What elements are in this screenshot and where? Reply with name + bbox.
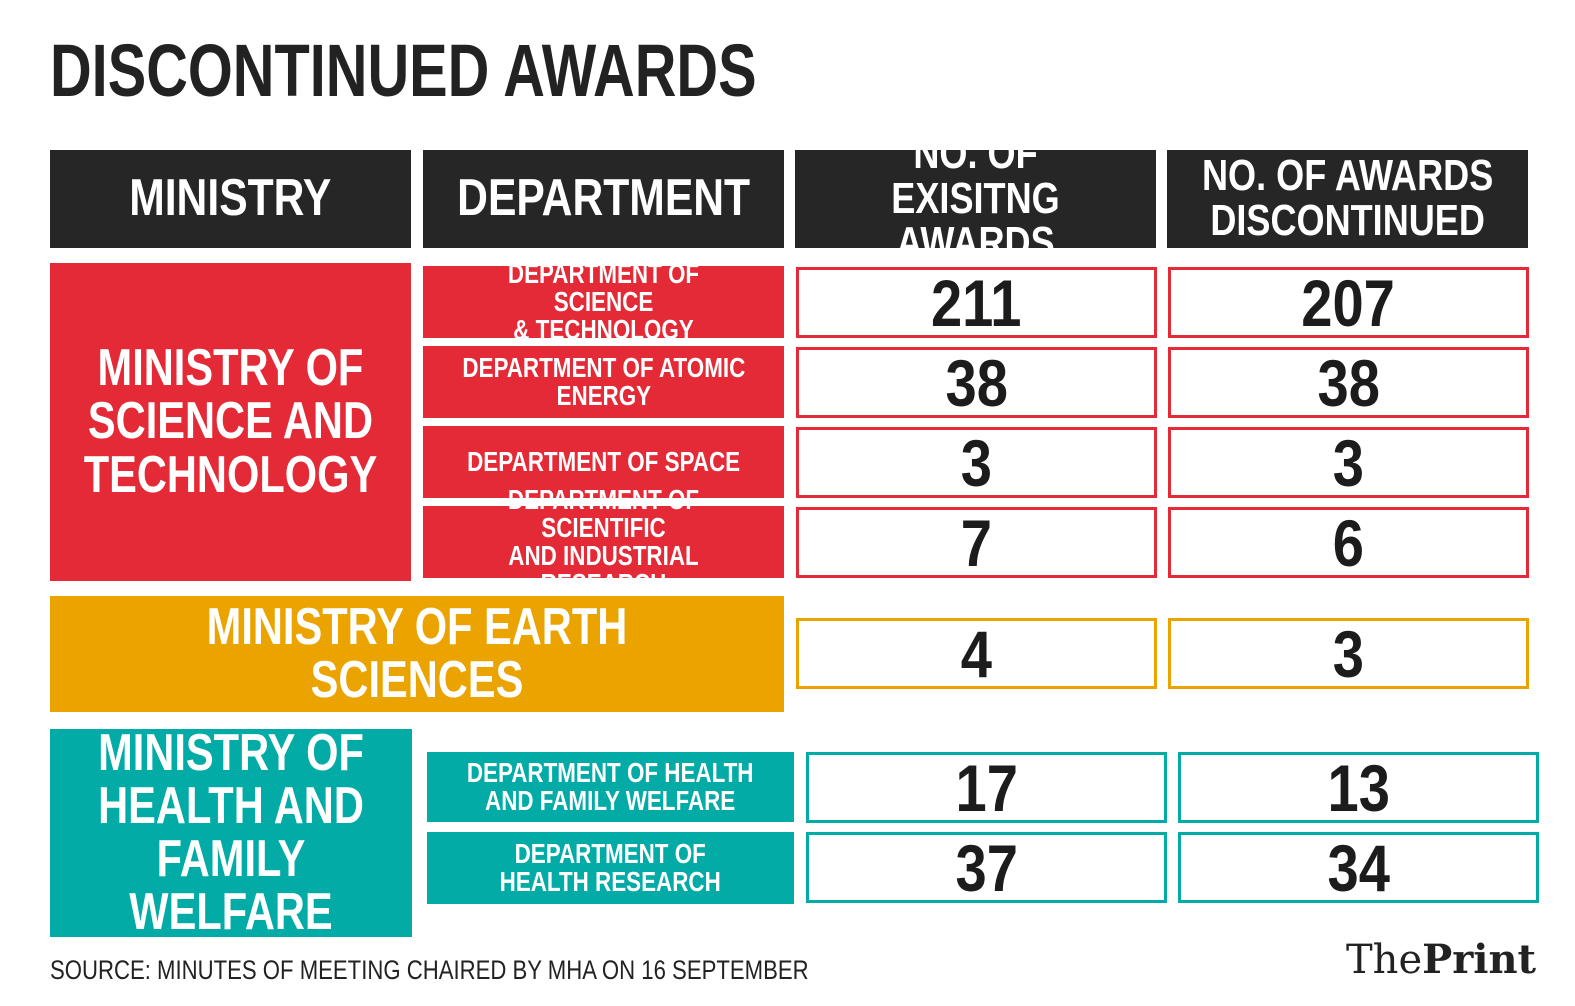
- header-existing-line1: NO. OF EXISITNG: [891, 128, 1060, 223]
- dept-label-line: & TECHNOLOGY: [513, 314, 694, 345]
- header-discontinued-line1: NO. OF AWARDS: [1201, 151, 1494, 201]
- logo-part1: The: [1346, 937, 1423, 983]
- ministry-science-line1: MINISTRY OF: [97, 339, 364, 398]
- value-text: 3: [1332, 425, 1365, 500]
- dept-label-line: DEPARTMENT OF SCIENTIFIC: [507, 484, 700, 543]
- header-existing-awards: NO. OF EXISITNG AWARDS: [795, 131, 1156, 265]
- dept-label-line: DEPARTMENT OF SPACE: [467, 446, 740, 477]
- dept-atomic-energy: DEPARTMENT OF ATOMIC ENERGY: [423, 346, 784, 418]
- value-existing-awards: 17: [806, 750, 1167, 825]
- value-discontinued-awards: 34: [1178, 830, 1539, 905]
- ministry-health-family-welfare: MINISTRY OF HEALTH AND FAMILY WELFARE: [50, 723, 412, 942]
- dept-health-family-welfare: DEPARTMENT OF HEALTH AND FAMILY WELFARE: [427, 752, 794, 822]
- ministry-health-line3: FAMILY WELFARE: [129, 830, 333, 942]
- ministry-science-line3: TECHNOLOGY: [83, 445, 378, 504]
- logo-part2: Print: [1422, 936, 1537, 983]
- header-discontinued-line2: DISCONTINUED: [1210, 196, 1485, 245]
- dept-health-research: DEPARTMENT OF HEALTH RESEARCH: [427, 832, 794, 904]
- value-discontinued-awards: 207: [1168, 265, 1529, 340]
- dept-label-line: DEPARTMENT OF SCIENCE: [507, 258, 700, 317]
- value-discontinued-awards: 38: [1168, 345, 1529, 420]
- value-discontinued-awards: 3: [1168, 425, 1529, 500]
- value-discontinued-awards: 6: [1168, 505, 1529, 580]
- source-note: SOURCE: MINUTES OF MEETING CHAIRED BY MH…: [50, 955, 809, 985]
- dept-label-line: DEPARTMENT OF ATOMIC: [462, 352, 745, 383]
- ministry-science-technology: MINISTRY OF SCIENCE AND TECHNOLOGY: [50, 263, 411, 581]
- dept-label-line: HEALTH RESEARCH: [499, 866, 722, 897]
- value-text: 6: [1332, 505, 1365, 580]
- value-text: 3: [960, 425, 993, 500]
- value-existing-awards: 211: [796, 265, 1157, 340]
- header-ministry-label: MINISTRY: [129, 169, 332, 228]
- value-discontinued-awards: 13: [1178, 750, 1539, 825]
- value-text: 38: [945, 345, 1008, 420]
- value-existing-awards: 38: [796, 345, 1157, 420]
- dept-label-line: AND FAMILY WELFARE: [485, 785, 736, 816]
- value-text: 211: [931, 265, 1022, 340]
- header-department: DEPARTMENT: [423, 150, 784, 248]
- ministry-health-line2: HEALTH AND: [98, 776, 364, 835]
- value-existing-awards: 4: [796, 616, 1157, 691]
- dept-space: DEPARTMENT OF SPACE: [423, 426, 784, 498]
- header-ministry: MINISTRY: [50, 150, 411, 248]
- header-discontinued-awards: NO. OF AWARDS DISCONTINUED: [1167, 150, 1528, 248]
- dept-label-line: DEPARTMENT OF: [514, 838, 707, 869]
- value-text: 7: [960, 505, 993, 580]
- value-discontinued-awards: 3: [1168, 616, 1529, 691]
- header-department-label: DEPARTMENT: [457, 169, 750, 228]
- dept-science-technology: DEPARTMENT OF SCIENCE & TECHNOLOGY: [423, 260, 784, 344]
- value-text: 4: [960, 616, 993, 691]
- value-text: 34: [1327, 830, 1390, 905]
- value-text: 38: [1317, 345, 1380, 420]
- value-existing-awards: 37: [806, 830, 1167, 905]
- chart-title: DISCONTINUED AWARDS: [50, 29, 757, 112]
- dept-scientific-industrial-research: DEPARTMENT OF SCIENTIFIC AND INDUSTRIAL …: [423, 486, 784, 598]
- theprint-logo: ThePrint: [1346, 936, 1536, 983]
- value-existing-awards: 3: [796, 425, 1157, 500]
- ministry-earth-sciences: MINISTRY OF EARTH SCIENCES: [50, 596, 784, 712]
- value-text: 37: [955, 830, 1018, 905]
- value-existing-awards: 7: [796, 505, 1157, 580]
- dept-label-line: ENERGY: [556, 380, 651, 411]
- value-text: 17: [955, 750, 1018, 825]
- header-existing-line2: AWARDS: [896, 218, 1055, 268]
- value-text: 207: [1301, 265, 1396, 340]
- ministry-science-line2: SCIENCE AND: [87, 392, 374, 451]
- value-text: 13: [1327, 750, 1390, 825]
- dept-label-line: DEPARTMENT OF HEALTH: [467, 757, 754, 788]
- ministry-earth-label: MINISTRY OF EARTH SCIENCES: [206, 597, 628, 709]
- dept-label-line: AND INDUSTRIAL RESEARCH: [508, 540, 699, 599]
- value-text: 3: [1332, 616, 1365, 691]
- ministry-health-line1: MINISTRY OF: [98, 723, 364, 782]
